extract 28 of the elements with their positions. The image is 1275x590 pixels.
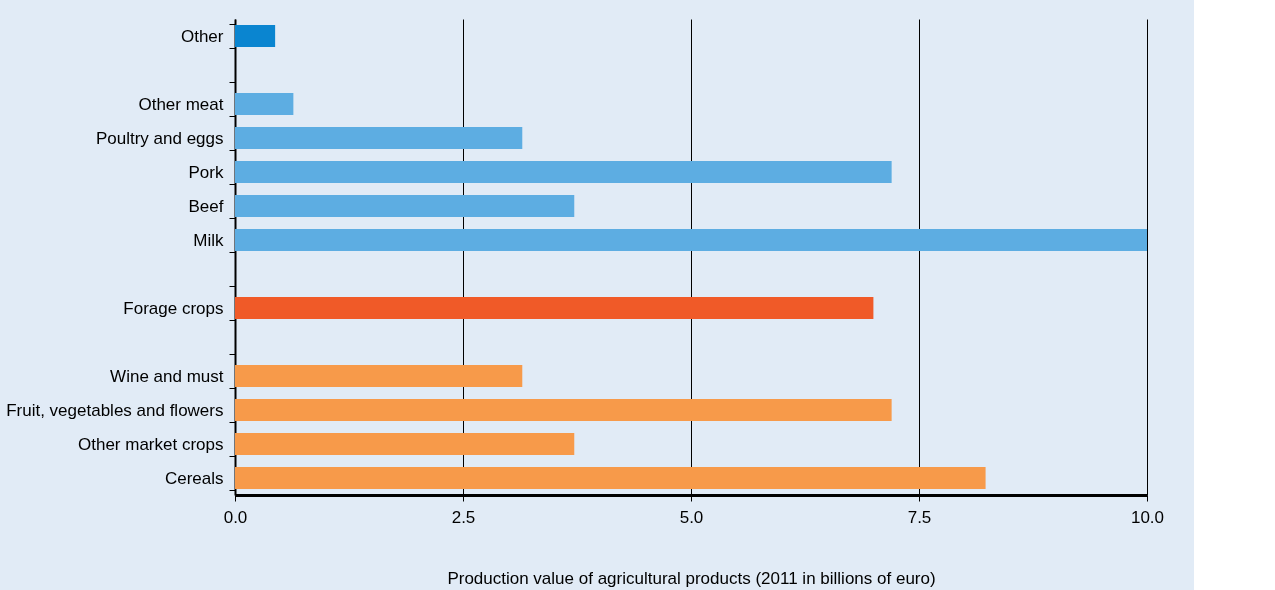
x-tick-label: 5.0 — [679, 507, 704, 527]
bar — [235, 161, 892, 183]
y-tick-label: Other market crops — [78, 434, 224, 454]
y-tick-label: Forage crops — [123, 298, 224, 318]
bar — [235, 25, 276, 47]
bar — [235, 195, 575, 217]
bar — [235, 127, 523, 149]
bar — [235, 365, 523, 387]
y-tick-label: Pork — [188, 162, 224, 182]
bar — [235, 229, 1147, 251]
x-tick-label: 0.0 — [223, 507, 248, 527]
y-tick-label: Milk — [193, 230, 224, 250]
bar — [235, 93, 294, 115]
x-tick-label: 7.5 — [907, 507, 932, 527]
y-tick-label: Poultry and eggs — [95, 128, 224, 148]
bar — [235, 467, 986, 489]
bar — [235, 433, 575, 455]
y-tick-label: Beef — [188, 196, 224, 216]
x-tick-label: 2.5 — [451, 507, 476, 527]
bar — [235, 297, 874, 319]
x-tick-label: 10.0 — [1130, 507, 1165, 527]
y-tick-label: Other — [180, 26, 224, 46]
y-tick-label: Wine and must — [110, 366, 224, 386]
y-tick-label: Cereals — [164, 468, 224, 488]
x-axis-title: Production value of agricultural products (2011 in billions of euro) — [447, 568, 936, 588]
y-tick-label: Other meat — [138, 94, 224, 114]
bar — [235, 399, 892, 421]
y-tick-label: Fruit, vegetables and flowers — [6, 400, 224, 420]
